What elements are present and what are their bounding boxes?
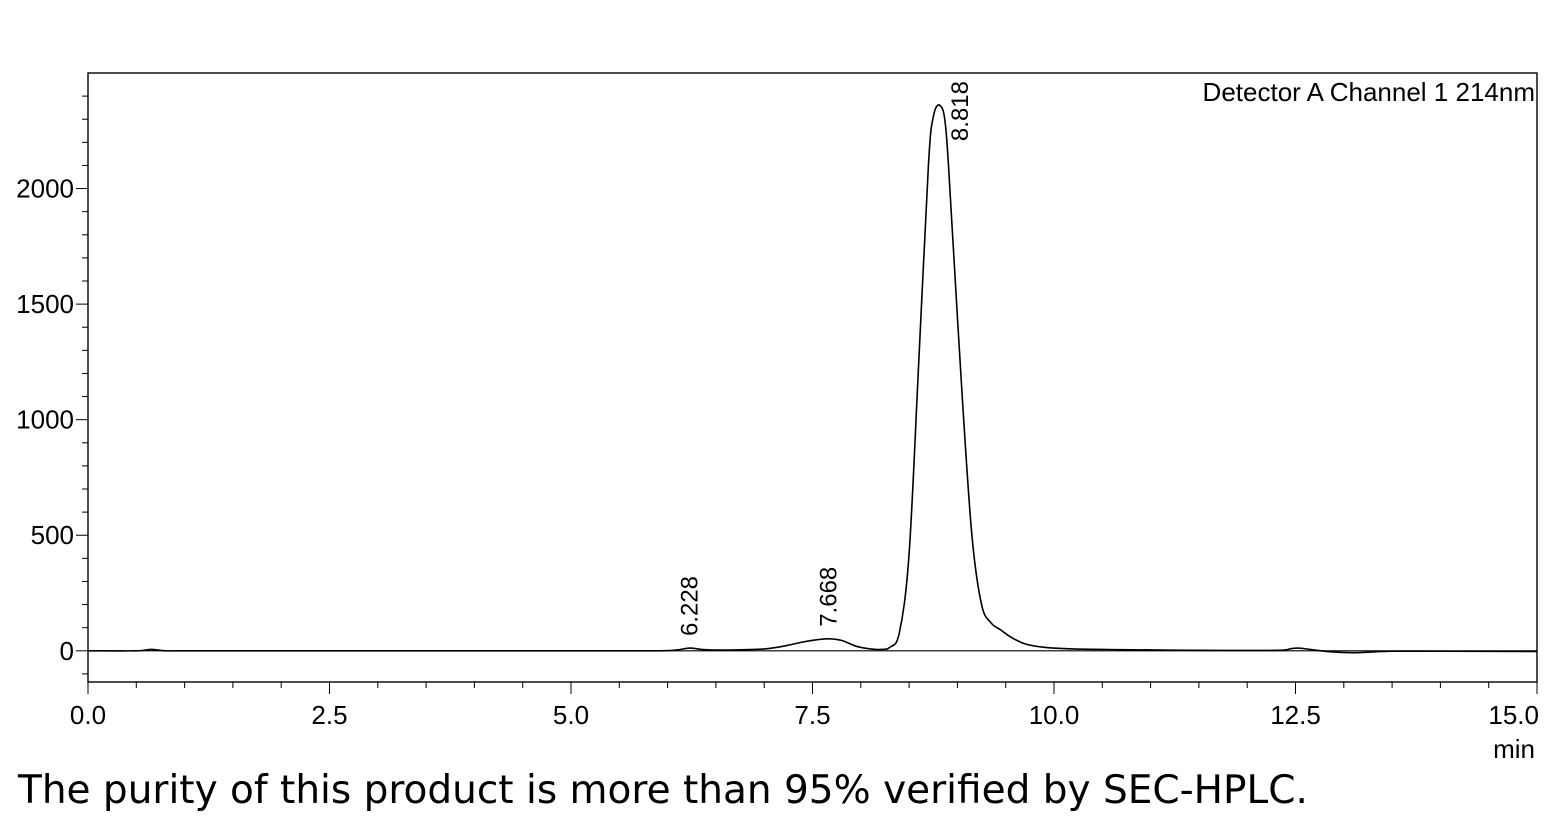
x-tick-label: 5.0: [553, 700, 589, 730]
detector-channel-label: Detector A Channel 1 214nm: [1203, 77, 1535, 107]
chromatogram-trace: [87, 104, 1538, 654]
y-tick-label: 2000: [16, 174, 74, 204]
y-tick-label: 500: [31, 520, 74, 550]
peak-retention-label: 7.668: [816, 567, 843, 627]
x-axis-ticks: 0.0 2.5 5.0 7.5 10.0 12.5 15.0: [70, 682, 1539, 730]
chromatogram-chart: 0 500 1000 1500 2000 0.0 2.5 5.0 7.5 10.0 12.5 15.…: [16, 72, 1539, 764]
y-tick-label: 1000: [16, 405, 74, 435]
plot-frame: [87, 72, 1538, 683]
x-tick-label: 15.0: [1488, 700, 1539, 730]
y-axis-ticks: 0 500 1000 1500 2000: [16, 95, 88, 675]
x-tick-label: 2.5: [311, 700, 347, 730]
y-tick-label: 1500: [16, 289, 74, 319]
x-tick-label: 12.5: [1270, 700, 1321, 730]
x-axis-unit-label: min: [1493, 734, 1535, 764]
x-tick-label: 10.0: [1029, 700, 1080, 730]
x-tick-label: 7.5: [794, 700, 830, 730]
x-tick-label: 0.0: [70, 700, 106, 730]
purity-caption: The purity of this product is more than …: [18, 768, 1308, 813]
y-tick-label: 0: [60, 636, 74, 666]
peak-labels: 6.228 7.668 8.818: [677, 81, 974, 636]
peak-retention-label: 6.228: [677, 576, 704, 636]
peak-retention-label: 8.818: [947, 81, 974, 141]
